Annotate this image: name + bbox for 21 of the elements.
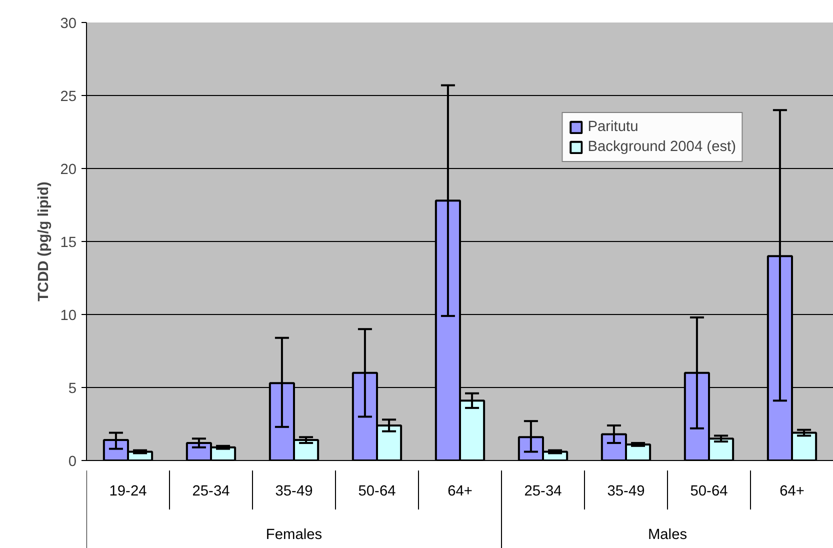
text: Males bbox=[648, 526, 688, 543]
y-tick-label: 10 bbox=[60, 308, 77, 324]
y-tick-label: 25 bbox=[60, 89, 77, 105]
x-tick-label: 25-34 bbox=[524, 484, 562, 500]
text: Females bbox=[266, 526, 322, 543]
legend-label: Background 2004 (est) bbox=[588, 139, 736, 155]
y-tick-label: 15 bbox=[60, 235, 77, 251]
x-tick-label: 25-34 bbox=[192, 484, 230, 500]
x-tick-label: 64+ bbox=[780, 484, 804, 500]
x-tick-label: 35-49 bbox=[607, 484, 645, 500]
x-tick-label: 50-64 bbox=[358, 484, 396, 500]
y-axis-title: TCDD (pg/g lipid) bbox=[36, 182, 52, 302]
y-tick-label: 5 bbox=[68, 381, 77, 397]
x-tick-label: 50-64 bbox=[690, 484, 728, 500]
x-tick-label: 19-24 bbox=[109, 484, 147, 500]
y-tick-label: 0 bbox=[68, 454, 77, 470]
x-tick-label: 64+ bbox=[448, 484, 472, 500]
legend-label: Paritutu bbox=[588, 119, 638, 135]
y-tick-label: 20 bbox=[60, 162, 77, 178]
y-tick-label: 30 bbox=[60, 16, 77, 32]
x-tick-label: 35-49 bbox=[275, 484, 313, 500]
